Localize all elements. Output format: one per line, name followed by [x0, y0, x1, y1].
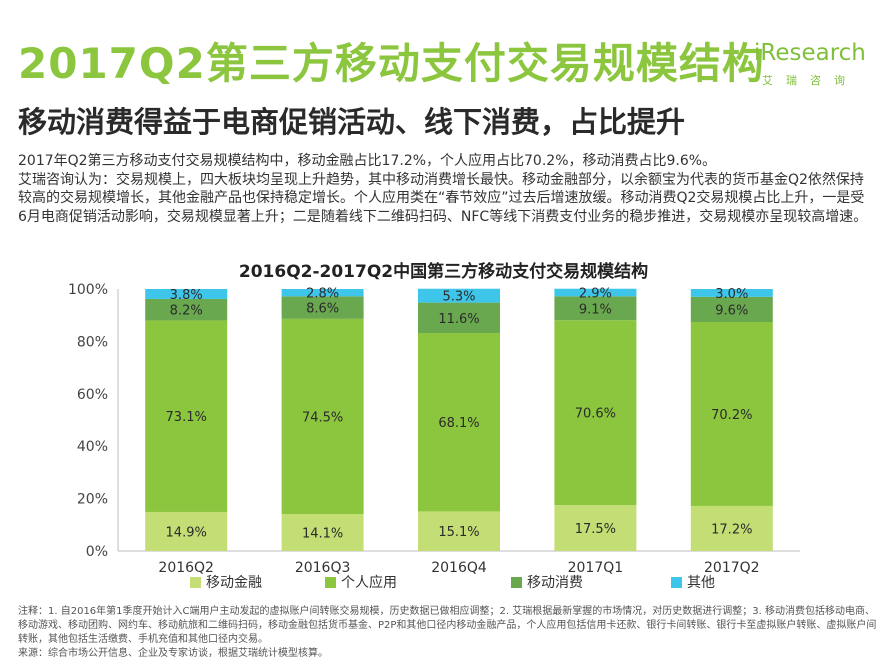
data-label: 14.1%	[302, 527, 343, 542]
legend-label: 移动消费	[527, 575, 583, 591]
data-label: 2.8%	[306, 287, 339, 302]
bar-segment-2016Q2-0	[145, 511, 228, 551]
logo-word: iResearch	[754, 40, 866, 66]
x-tick-label: 2016Q4	[431, 560, 487, 576]
data-label: 74.5%	[302, 410, 343, 425]
summary-paragraph: 艾瑞咨询认为：交易规模上，四大板块均呈现上升趋势，其中移动消费增长最快。移动金融…	[18, 171, 868, 225]
bar-segment-2017Q2-1	[690, 322, 773, 506]
data-label: 3.0%	[715, 287, 748, 302]
data-label: 11.6%	[438, 312, 479, 327]
footnotes: 注释：1. 自2016年第1季度开始计入C端用户主动发起的虚拟账户间转账交易规模…	[18, 605, 878, 661]
summary-text: 2017年Q2第三方移动支付交易规模结构中，移动金融占比17.2%，个人应用占比…	[18, 152, 873, 226]
data-label: 9.1%	[579, 302, 612, 317]
y-tick-label: 0%	[86, 544, 108, 560]
legend-swatch	[671, 577, 682, 588]
iresearch-logo: iResearch 艾瑞咨询	[754, 40, 874, 100]
bar-segment-2017Q2-3	[690, 289, 773, 297]
bar-segment-2016Q3-0	[281, 514, 364, 551]
bar-segment-2016Q4-3	[418, 288, 500, 303]
legend-label: 个人应用	[341, 574, 397, 591]
bar-segment-2016Q2-2	[145, 298, 228, 321]
x-tick-label: 2016Q2	[158, 560, 214, 576]
y-tick-label: 40%	[77, 439, 108, 455]
logo-sub: 艾瑞咨询	[762, 74, 858, 87]
bar-segment-2017Q1-2	[554, 296, 637, 321]
y-tick-label: 80%	[77, 334, 108, 350]
data-label: 5.3%	[442, 290, 475, 305]
data-label: 2.9%	[579, 287, 612, 302]
data-label: 73.1%	[166, 410, 207, 425]
bar-segment-2017Q1-3	[554, 288, 637, 297]
bar-segment-2017Q2-2	[690, 296, 773, 323]
bar-segment-2016Q3-1	[281, 318, 364, 515]
data-label: 8.6%	[306, 302, 339, 317]
y-tick-label: 100%	[68, 282, 108, 298]
x-tick-label: 2017Q2	[704, 560, 760, 576]
data-label: 68.1%	[438, 416, 479, 431]
stacked-bar-chart: 0% 20% 40% 60% 80% 100% 14.9% 73.1% 8.2%3.8% 2016…	[68, 282, 800, 591]
data-label: 70.6%	[575, 407, 616, 422]
legend-swatch	[325, 577, 336, 588]
x-tick-label: 2017Q1	[568, 560, 624, 576]
data-label: 8.2%	[170, 304, 203, 319]
y-tick-label: 60%	[77, 387, 108, 403]
x-tick-label: 2016Q3	[295, 560, 351, 576]
bar-segment-2017Q2-0	[690, 505, 773, 551]
bar-segment-2016Q4-0	[418, 511, 500, 551]
source-text: 来源：综合市场公开信息、企业及专家访谈，根据艾瑞统计模型核算。	[18, 648, 328, 659]
data-label: 17.2%	[711, 522, 752, 537]
bar-segment-2016Q3-2	[281, 296, 364, 319]
page-subtitle: 移动消费得益于电商促销活动、线下消费，占比提升	[18, 105, 686, 139]
bar-segment-2016Q2-1	[145, 320, 228, 512]
legend-label: 移动金融	[206, 575, 262, 591]
data-label: 17.5%	[575, 522, 616, 537]
legend-label: 其他	[687, 575, 715, 591]
y-tick-label: 20%	[77, 492, 108, 508]
summary-line: 2017年Q2第三方移动支付交易规模结构中，移动金融占比17.2%，个人应用占比…	[18, 153, 717, 169]
legend-swatch	[190, 577, 201, 588]
bar-segment-2016Q3-3	[281, 289, 364, 297]
data-label: 14.9%	[166, 525, 207, 540]
data-label: 70.2%	[711, 408, 752, 423]
data-label: 3.8%	[170, 288, 203, 303]
bar-segment-2016Q2-3	[145, 289, 228, 299]
bar-segment-2017Q1-0	[554, 505, 637, 551]
data-label: 15.1%	[438, 525, 479, 540]
legend-swatch	[511, 577, 522, 588]
data-label: 9.6%	[715, 303, 748, 318]
bar-segment-2016Q4-2	[418, 302, 500, 334]
page-title: 2017Q2第三方移动支付交易规模结构	[18, 39, 765, 88]
bar-segment-2016Q4-1	[418, 333, 500, 512]
bar-segment-2017Q1-1	[554, 320, 637, 506]
footnote-text: 注释：1. 自2016年第1季度开始计入C端用户主动发起的虚拟账户间转账交易规模…	[18, 606, 877, 645]
chart-title: 2016Q2-2017Q2中国第三方移动支付交易规模结构	[238, 262, 649, 282]
